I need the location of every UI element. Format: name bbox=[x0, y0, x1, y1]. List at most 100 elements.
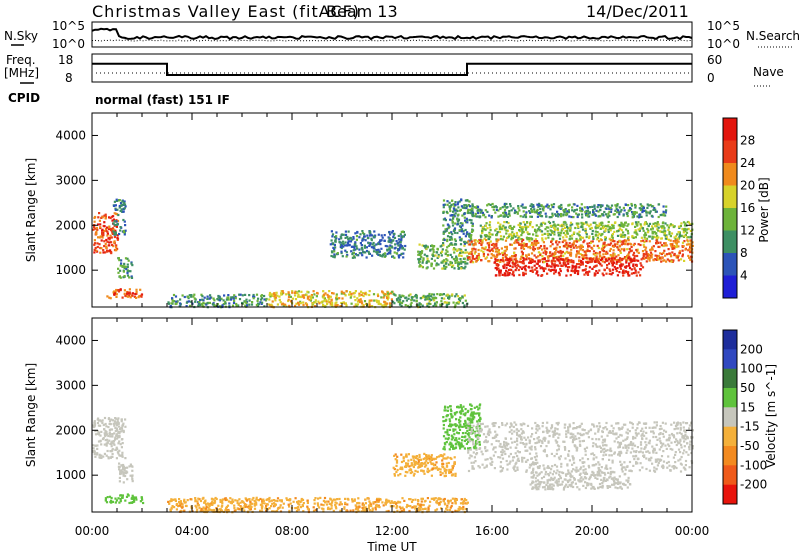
heatmap-cell bbox=[571, 206, 574, 209]
heatmap-cell bbox=[581, 223, 584, 226]
heatmap-cell bbox=[442, 206, 445, 209]
heatmap-cell bbox=[121, 494, 124, 497]
heatmap-cell bbox=[519, 243, 522, 246]
heatmap-cell bbox=[559, 207, 562, 210]
heatmap-cell bbox=[96, 447, 99, 450]
heatmap-cell bbox=[299, 302, 302, 305]
heatmap-cell bbox=[233, 504, 236, 507]
heatmap-cell bbox=[527, 225, 530, 228]
heatmap-cell bbox=[330, 501, 334, 504]
heatmap-cell bbox=[339, 509, 342, 512]
heatmap-cell bbox=[194, 500, 197, 503]
heatmap-cell bbox=[525, 256, 528, 259]
heatmap-cell bbox=[243, 504, 246, 507]
heatmap-cell bbox=[510, 236, 514, 239]
heatmap-cell bbox=[660, 260, 663, 263]
heatmap-cell bbox=[201, 304, 204, 307]
heatmap-cell bbox=[140, 294, 143, 297]
heatmap-cell bbox=[481, 211, 484, 214]
heatmap-cell bbox=[111, 435, 114, 438]
heatmap-cell bbox=[427, 295, 430, 299]
heatmap-cell bbox=[368, 231, 371, 234]
heatmap-cell bbox=[432, 254, 435, 258]
heatmap-cell bbox=[594, 254, 597, 257]
heatmap-cell bbox=[413, 299, 416, 302]
heatmap-cell bbox=[441, 293, 444, 296]
heatmap-cell bbox=[124, 457, 127, 460]
heatmap-cell bbox=[578, 262, 581, 266]
heatmap-cell bbox=[510, 234, 514, 237]
heatmap-cell bbox=[103, 432, 106, 435]
heatmap-cell bbox=[349, 509, 352, 512]
heatmap-cell bbox=[456, 220, 459, 223]
heatmap-cell bbox=[273, 502, 276, 505]
heatmap-cell bbox=[595, 209, 598, 212]
noise-series-line bbox=[91, 27, 693, 41]
heatmap-cell bbox=[488, 246, 491, 249]
heatmap-cell bbox=[330, 507, 333, 510]
heatmap-cell bbox=[586, 271, 589, 274]
heatmap-cell bbox=[463, 240, 466, 244]
heatmap-cell bbox=[528, 210, 531, 213]
heatmap-cell bbox=[118, 449, 121, 452]
heatmap-cell bbox=[497, 215, 500, 218]
heatmap-cell bbox=[106, 433, 109, 436]
heatmap-cell bbox=[600, 239, 603, 242]
heatmap-cell bbox=[104, 497, 107, 500]
heatmap-cell bbox=[627, 236, 630, 239]
heatmap-cell bbox=[552, 257, 555, 260]
heatmap-cell bbox=[603, 256, 606, 259]
heatmap-cell bbox=[293, 291, 296, 294]
heatmap-cell bbox=[563, 244, 566, 248]
heatmap-cell bbox=[306, 499, 309, 502]
heatmap-cell bbox=[373, 299, 376, 302]
heatmap-cell bbox=[426, 302, 429, 305]
heatmap-cell bbox=[514, 235, 517, 238]
heatmap-cell bbox=[454, 239, 457, 242]
heatmap-cell bbox=[459, 297, 462, 300]
heatmap-cell bbox=[589, 227, 592, 230]
heatmap-cell bbox=[264, 506, 267, 509]
heatmap-cell bbox=[364, 508, 367, 511]
heatmap-cell bbox=[351, 238, 354, 241]
heatmap-cell bbox=[516, 234, 519, 237]
heatmap-cell bbox=[344, 302, 347, 305]
heatmap-cell bbox=[645, 214, 648, 217]
heatmap-cell bbox=[295, 506, 299, 509]
heatmap-cell bbox=[509, 224, 512, 228]
heatmap-cell bbox=[607, 205, 610, 208]
heatmap-cell bbox=[437, 253, 440, 257]
heatmap-cell bbox=[522, 257, 525, 260]
heatmap-cell bbox=[120, 427, 124, 430]
heatmap-cell bbox=[549, 251, 552, 254]
heatmap-cell bbox=[651, 225, 654, 228]
heatmap-cell bbox=[457, 406, 460, 409]
heatmap-cell bbox=[183, 295, 186, 299]
heatmap-cell bbox=[585, 209, 588, 213]
heatmap-cell bbox=[454, 242, 457, 245]
heatmap-cell bbox=[275, 291, 278, 294]
heatmap-cell bbox=[579, 209, 582, 212]
heatmap-cell bbox=[178, 504, 181, 507]
heatmap-cell bbox=[512, 263, 515, 266]
heatmap-cell bbox=[106, 295, 109, 298]
heatmap-cell bbox=[125, 292, 129, 295]
heatmap-cell bbox=[649, 210, 652, 213]
heatmap-cell bbox=[393, 236, 397, 239]
heatmap-cell bbox=[202, 301, 205, 304]
heatmap-cell bbox=[624, 243, 627, 246]
heatmap-cell bbox=[596, 206, 599, 209]
heatmap-cell bbox=[549, 208, 552, 211]
heatmap-cell bbox=[313, 301, 316, 304]
heatmap-cell bbox=[356, 230, 359, 234]
heatmap-cell bbox=[464, 221, 468, 224]
heatmap-cell bbox=[601, 260, 604, 263]
heatmap-cell bbox=[377, 504, 380, 507]
heatmap-cell bbox=[432, 245, 435, 248]
heatmap-cell bbox=[93, 248, 96, 251]
heatmap-cell bbox=[518, 237, 521, 241]
heatmap-cell bbox=[505, 206, 508, 209]
heatmap-cell bbox=[120, 446, 123, 449]
heatmap-cell bbox=[567, 245, 570, 248]
heatmap-cell bbox=[113, 220, 116, 223]
